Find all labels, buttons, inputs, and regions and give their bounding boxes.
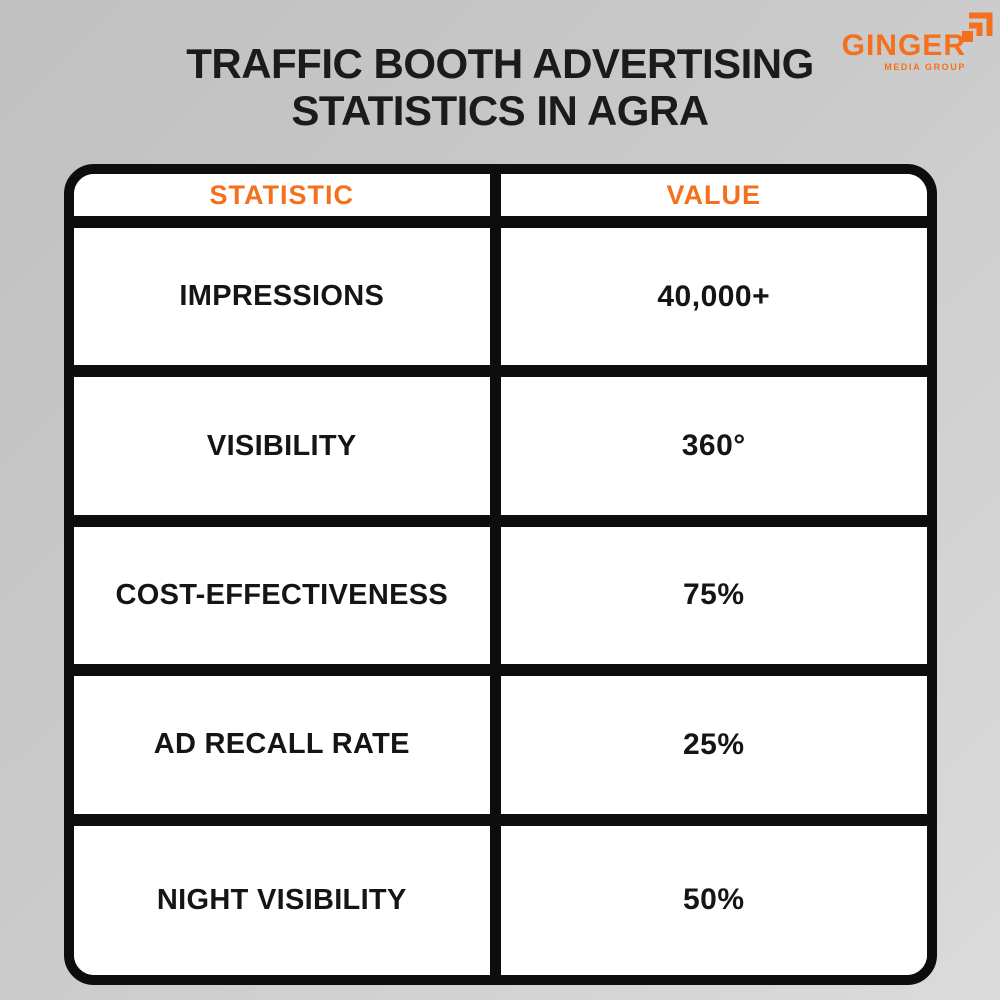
table-row-value: 40,000+ <box>500 228 927 378</box>
brand-logo: GINGER MEDIA GROUP <box>841 12 993 72</box>
table-row-value: 75% <box>500 526 927 677</box>
page-title-line1: TRAFFIC BOOTH ADVERTISING <box>186 40 814 87</box>
brand-subtitle: MEDIA GROUP <box>884 62 966 72</box>
table-row-statistic: AD RECALL RATE <box>74 676 501 826</box>
table-row-statistic: COST-EFFECTIVENESS <box>74 526 501 677</box>
table-row-value: 360° <box>500 377 927 527</box>
table-row-value: 50% <box>500 825 927 975</box>
table-row-statistic: VISIBILITY <box>74 377 501 527</box>
brand-name: GINGER <box>841 29 966 62</box>
table-row-value: 25% <box>500 676 927 826</box>
table-row-statistic: IMPRESSIONS <box>74 228 501 378</box>
statistics-table: STATISTIC VALUE IMPRESSIONS 40,000+ VISI… <box>64 164 937 985</box>
table-row-statistic: NIGHT VISIBILITY <box>74 825 501 975</box>
page-title: TRAFFIC BOOTH ADVERTISING STATISTICS IN … <box>0 40 1000 134</box>
table-header-value: VALUE <box>500 174 927 228</box>
table-header-statistic: STATISTIC <box>74 174 501 228</box>
nested-squares-icon <box>962 12 993 42</box>
page-title-line2: STATISTICS IN AGRA <box>291 87 709 134</box>
